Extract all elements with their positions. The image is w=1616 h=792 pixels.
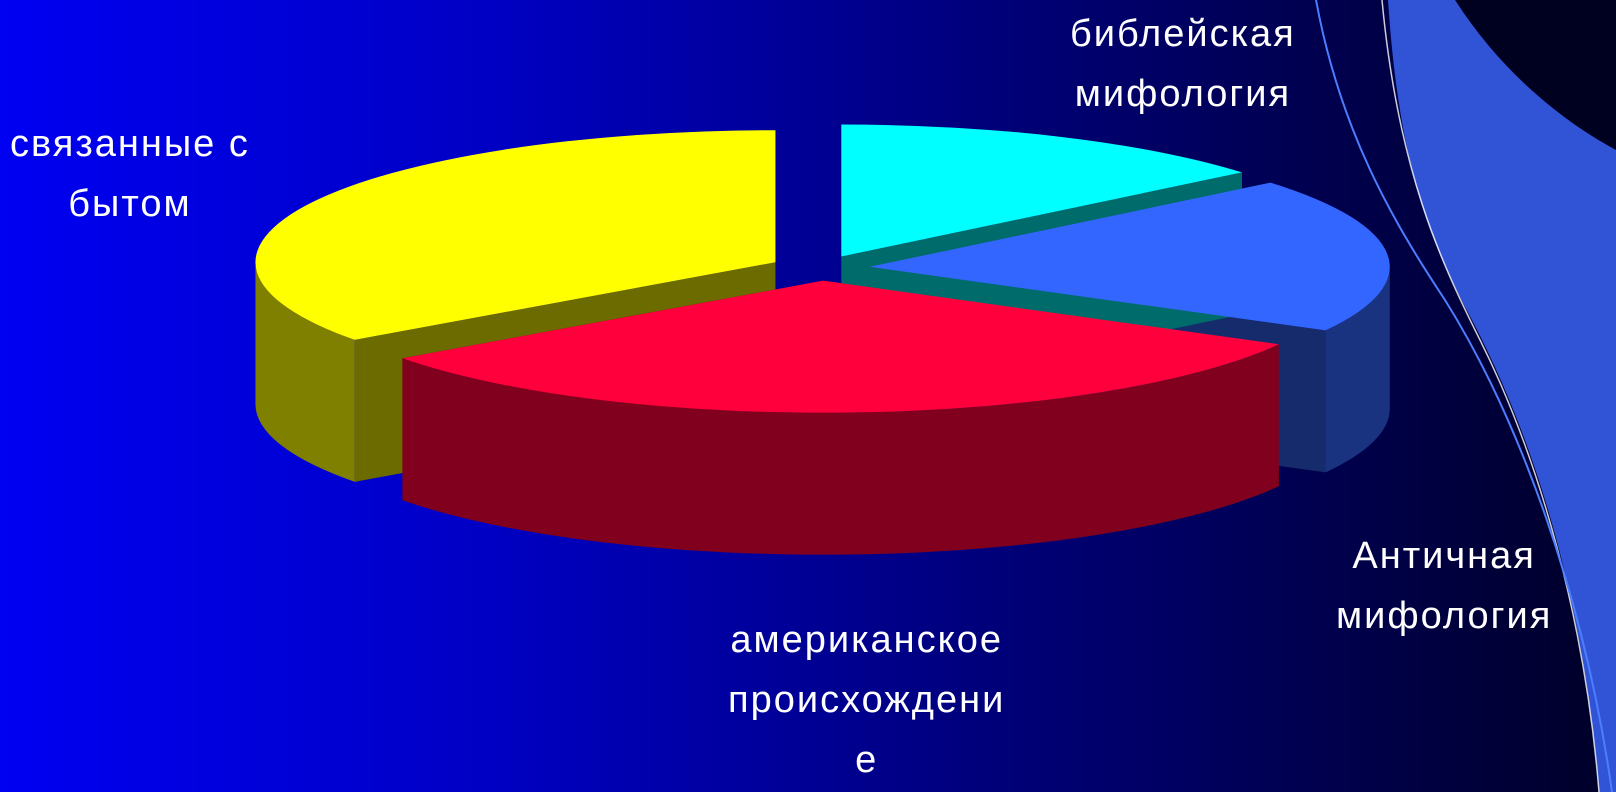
label-amerikanskoe-line1: американское [730, 619, 1003, 661]
slice-amerikanskoe-side [402, 344, 1279, 555]
label-bytom-line1: связанные с [10, 123, 250, 165]
slice-bibleiskaya-top [841, 124, 1242, 257]
slice-bytom-top [255, 130, 776, 340]
slice-antichnaya-side [1325, 266, 1390, 473]
label-amerikanskoe-line2: происхождени [728, 679, 1006, 721]
slice-bytom-side [255, 262, 355, 482]
label-bibleiskaya-line1: библейская [1070, 13, 1296, 55]
label-amerikanskoe-line3: е [855, 739, 879, 781]
slice-antichnaya-top [869, 182, 1390, 331]
label-antichnaya: Античная мифология [1336, 526, 1552, 646]
label-antichnaya-line1: Античная [1352, 535, 1536, 577]
label-amerikanskoe: американское происхождени е [728, 610, 1005, 790]
slice-amerikanskoe-top [402, 280, 1279, 413]
label-bytom-line2: бытом [68, 183, 192, 225]
label-bytom: связанные с бытом [10, 114, 250, 234]
label-antichnaya-line2: мифология [1336, 595, 1553, 637]
label-bibleiskaya: библейская мифология [1070, 4, 1296, 124]
label-bibleiskaya-line2: мифология [1074, 73, 1292, 115]
